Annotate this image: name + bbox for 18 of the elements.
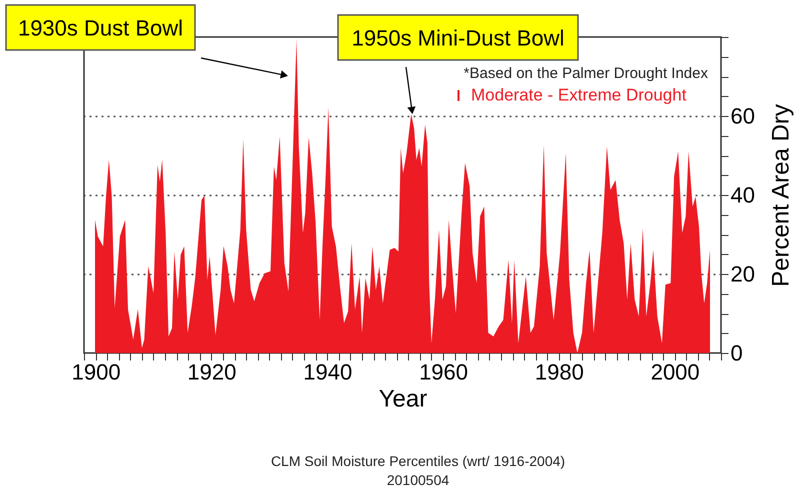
annotation: *Based on the Palmer Drought Index (464, 65, 708, 82)
y-tick-label: 40 (730, 182, 755, 208)
text: CLM Soil Moisture Percentiles (wrt/ 1916-2004) (270, 453, 566, 469)
legend-label: Moderate - Extreme Drought (471, 86, 687, 104)
y-tick-label: 60 (730, 104, 755, 128)
x-tick-label: 1920 (187, 360, 236, 384)
annotation: 1950s Mini-Dust Bowl (352, 26, 564, 50)
text: 20100504 (386, 472, 450, 488)
x-axis-title: Year (378, 386, 428, 412)
x-tick-label: 2000 (650, 360, 700, 384)
y-tick-label: 20 (730, 262, 755, 286)
y-axis-title: Percent Area Dry (768, 104, 794, 287)
x-tick-label: 1900 (72, 360, 121, 384)
x-tick-label: 1960 (419, 360, 468, 384)
x-tick-label: 1980 (534, 360, 584, 384)
x-tick-label: 1940 (303, 360, 352, 384)
y-tick-label: 0 (730, 340, 743, 366)
annotation: 1930s Dust Bowl (18, 16, 184, 40)
